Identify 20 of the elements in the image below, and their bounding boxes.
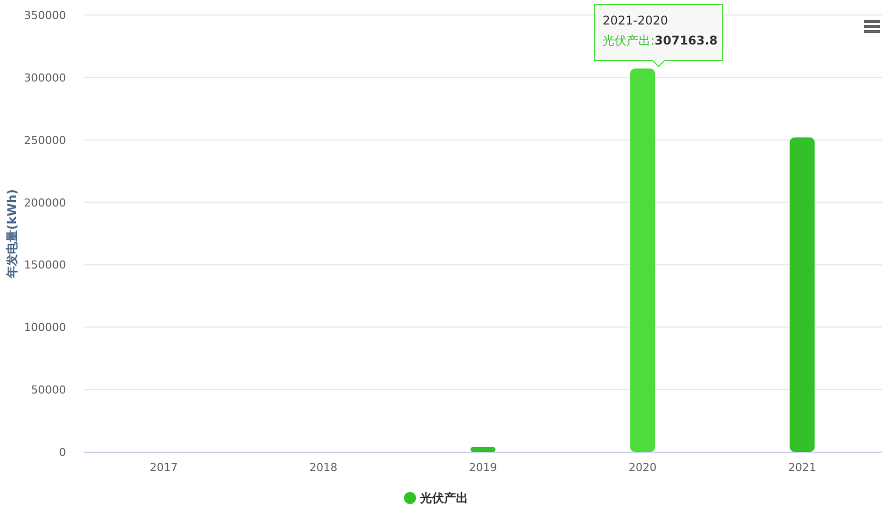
x-tick-label: 2018 <box>309 461 338 474</box>
y-tick-label: 50000 <box>31 384 66 397</box>
y-tick-label: 100000 <box>24 321 66 334</box>
bar <box>630 68 656 452</box>
y-tick-label: 150000 <box>24 258 66 272</box>
x-tick-label: 2017 <box>150 461 178 474</box>
bar <box>790 137 815 452</box>
annotation: 光伏产出:307163.8 <box>602 33 718 48</box>
bar <box>470 447 496 452</box>
y-tick-label: 0 <box>59 446 66 459</box>
x-tick-label: 2019 <box>469 461 497 474</box>
x-tick-label: 2020 <box>628 461 657 474</box>
y-tick-label: 250000 <box>24 134 66 147</box>
legend-label: 光伏产出 <box>419 491 468 505</box>
x-tick-label: 2021 <box>788 461 816 474</box>
annotation: 2021-2020 <box>602 13 668 28</box>
y-tick-label: 200000 <box>24 196 66 210</box>
y-tick-label: 350000 <box>24 9 66 22</box>
y-tick-label: 300000 <box>24 71 66 84</box>
y-axis-title: 年发电量(kWh) <box>5 189 19 279</box>
